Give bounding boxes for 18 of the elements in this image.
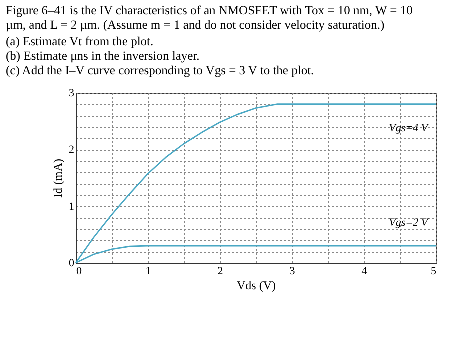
text: (a) Estimate Vt from the plot.: [6, 34, 154, 48]
x-tick-label: 4: [362, 266, 368, 278]
y-tick-label: 3: [69, 88, 75, 100]
series-label: Vgs=4 V: [389, 122, 430, 134]
y-axis-title: Id (mA): [51, 159, 65, 198]
y-tick-label: 0: [69, 258, 75, 270]
series-label: Vgs=2 V: [389, 217, 430, 229]
text: (c) Add the I–V curve corresponding to Vgs = 3 V to the plot.: [6, 64, 314, 78]
y-tick-label: 1: [69, 200, 74, 213]
x-tick-label: 1: [146, 266, 152, 278]
text: (b) Estimate μns in the inversion layer.: [6, 49, 200, 63]
x-axis-title: Vds (V): [237, 278, 276, 292]
x-tick-label: 0: [76, 266, 82, 278]
x-tick-label: 3: [290, 266, 296, 278]
y-tick-label: 2: [69, 144, 74, 156]
x-tick-label: 5: [431, 266, 437, 278]
x-tick-label: 2: [218, 266, 224, 278]
chart-title: Figure 6–41 is the IV characteristics of an NMOSFET with Tox = 10 nm, W = 10 µm, and L = 2 µm. (Assume m = 1 and do not consider velocity saturation.): [6, 4, 413, 32]
